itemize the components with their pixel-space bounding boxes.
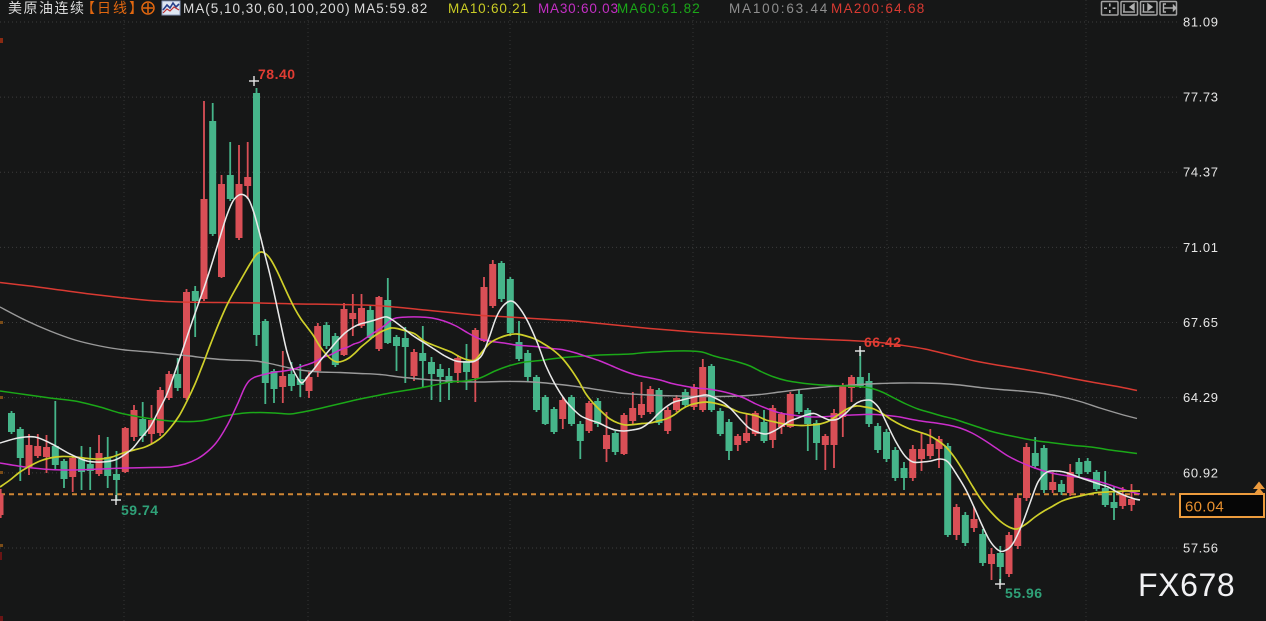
svg-text:64.29: 64.29	[1183, 390, 1219, 405]
svg-text:71.01: 71.01	[1183, 240, 1219, 255]
svg-text:77.73: 77.73	[1183, 90, 1219, 105]
svg-text:MA200:64.68: MA200:64.68	[831, 1, 926, 16]
svg-text:MA30:60.03: MA30:60.03	[538, 1, 619, 16]
svg-text:74.37: 74.37	[1183, 165, 1219, 180]
svg-text:59.74: 59.74	[121, 502, 159, 518]
svg-text:81.09: 81.09	[1183, 15, 1219, 30]
svg-text:MA(5,10,30,60,100,200): MA(5,10,30,60,100,200)	[183, 1, 351, 16]
svg-text:55.96: 55.96	[1005, 585, 1043, 601]
svg-text:FX678: FX678	[1138, 567, 1235, 603]
svg-text:67.65: 67.65	[1183, 315, 1219, 330]
svg-text:57.56: 57.56	[1183, 541, 1219, 556]
svg-text:美原油连续: 美原油连续	[8, 0, 86, 16]
svg-text:MA100:63.44: MA100:63.44	[729, 1, 829, 16]
svg-text:78.40: 78.40	[258, 66, 296, 82]
svg-text:60.04: 60.04	[1185, 499, 1224, 516]
svg-text:MA5:59.82: MA5:59.82	[354, 1, 428, 16]
svg-text:66.42: 66.42	[864, 334, 902, 350]
svg-text:【日线】: 【日线】	[81, 0, 145, 16]
svg-text:MA60:61.82: MA60:61.82	[617, 1, 701, 16]
svg-text:MA10:60.21: MA10:60.21	[448, 1, 529, 16]
svg-text:60.92: 60.92	[1183, 465, 1219, 480]
